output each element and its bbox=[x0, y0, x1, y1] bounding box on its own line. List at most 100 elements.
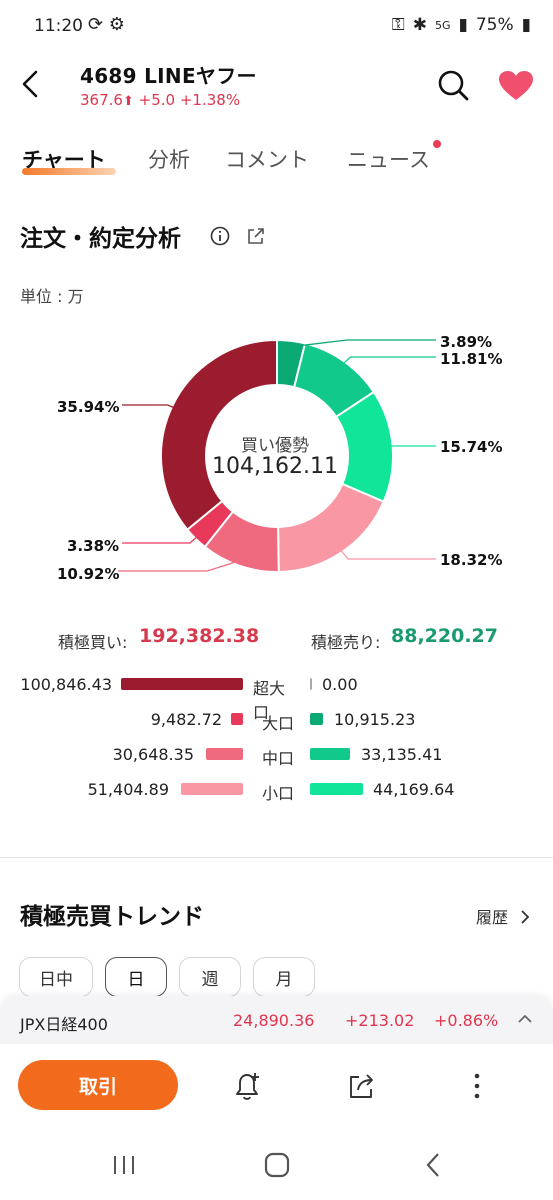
breakdown-row-large: 9,482.72 大口 10,915.23 bbox=[0, 708, 553, 733]
tab-comments[interactable]: コメント bbox=[225, 148, 309, 172]
period-intraday[interactable]: 日中 bbox=[19, 957, 93, 997]
network-label: 5G bbox=[434, 18, 451, 32]
breakdown-sell-bar bbox=[310, 783, 363, 795]
status-time: 11:20 bbox=[34, 16, 83, 36]
period-week[interactable]: 週 bbox=[179, 957, 241, 997]
breakdown-buy-value: 30,648.35 bbox=[112, 745, 194, 764]
key-icon: ⚿ bbox=[391, 15, 405, 35]
unit-label: 単位 : 万 bbox=[20, 287, 84, 306]
nav-back-icon[interactable] bbox=[424, 1152, 442, 1178]
donut-leader-line bbox=[118, 559, 242, 572]
trade-button[interactable]: 取引 bbox=[18, 1060, 178, 1110]
stock-header: 4689 LINEヤフー 367.6⬆ +5.0 +1.38% bbox=[0, 54, 553, 122]
breakdown-sell-bar bbox=[310, 713, 323, 725]
pct-label-buy-large: 3.38% bbox=[67, 537, 120, 555]
pct-label-sell-small: 15.74% bbox=[440, 438, 503, 456]
breakdown-row-small: 51,404.89 小口 44,169.64 bbox=[0, 778, 553, 803]
search-icon[interactable] bbox=[436, 68, 470, 102]
section-title-trend: 積極売買トレンド bbox=[20, 904, 204, 930]
status-right-icons: ⚿ ✱ 5G ▮ 75% ▮ bbox=[392, 15, 531, 35]
breakdown-sell-bar bbox=[310, 678, 312, 690]
index-ticker-bar[interactable]: JPX日経400 24,890.36 +213.02 +0.86% bbox=[0, 996, 553, 1044]
total-sell-value: 88,220.27 bbox=[391, 625, 498, 647]
recent-apps-icon[interactable] bbox=[110, 1154, 138, 1176]
donut-leader-line bbox=[122, 533, 201, 544]
donut-leader-line bbox=[337, 546, 436, 560]
status-bar: 11:20 ⟳ ⚙ ⚿ ✱ 5G ▮ 75% ▮ bbox=[0, 0, 553, 54]
pct-label-buy-small: 18.32% bbox=[440, 551, 503, 569]
breakdown-buy-bar bbox=[121, 678, 243, 690]
breakdown-row-xlarge: 100,846.43 超大口 0.00 bbox=[0, 673, 553, 722]
breakdown-sell-value: 10,915.23 bbox=[334, 710, 416, 729]
breakdown-category: 超大口 bbox=[253, 679, 286, 722]
signal-icon: ▮ bbox=[458, 15, 468, 35]
back-arrow-icon[interactable] bbox=[16, 66, 46, 102]
bluetooth-icon: ✱ bbox=[412, 15, 427, 35]
info-icon[interactable] bbox=[210, 226, 230, 246]
total-buy-label: 積極買い: bbox=[58, 633, 128, 652]
tab-analysis[interactable]: 分析 bbox=[148, 148, 190, 172]
history-label: 履歴 bbox=[476, 908, 509, 927]
pct-label-buy-medium: 10.92% bbox=[57, 565, 120, 583]
chevron-right-icon bbox=[521, 910, 530, 924]
battery-icon: ▮ bbox=[521, 15, 531, 35]
heart-icon[interactable] bbox=[498, 70, 534, 102]
tab-news[interactable]: ニュース bbox=[347, 148, 430, 172]
chevron-up-icon[interactable] bbox=[515, 1010, 535, 1028]
period-month[interactable]: 月 bbox=[253, 957, 315, 997]
donut-center-value: 104,162.11 bbox=[212, 454, 338, 479]
section-divider bbox=[0, 857, 553, 858]
breakdown-buy-bar bbox=[181, 783, 243, 795]
active-tab-indicator bbox=[22, 168, 116, 175]
section-title-order-analysis: 注文・約定分析 bbox=[20, 226, 181, 252]
share-icon[interactable] bbox=[346, 1070, 378, 1102]
breakdown-sell-value: 44,169.64 bbox=[373, 780, 455, 799]
battery-percent: 75% bbox=[475, 15, 514, 35]
status-notification-icons: ⟳ ⚙ bbox=[88, 14, 125, 35]
stock-price-line: 367.6⬆ +5.0 +1.38% bbox=[80, 91, 240, 109]
more-icon[interactable] bbox=[466, 1070, 488, 1102]
news-unread-dot bbox=[433, 140, 441, 148]
tab-bar: チャート 分析 コメント ニュース bbox=[0, 130, 553, 190]
system-nav-bar bbox=[0, 1130, 553, 1200]
donut-slice bbox=[160, 338, 278, 532]
pct-label-sell-large: 3.89% bbox=[440, 333, 493, 351]
donut-hole bbox=[207, 386, 347, 526]
breakdown-buy-value: 100,846.43 bbox=[20, 675, 112, 694]
bottom-action-bar: 取引 bbox=[0, 1044, 553, 1130]
breakdown-row-medium: 30,648.35 中口 33,135.41 bbox=[0, 743, 553, 768]
bell-plus-icon[interactable] bbox=[232, 1070, 262, 1102]
ticker-change-pct: +0.86% bbox=[434, 1011, 499, 1030]
breakdown-category: 小口 bbox=[262, 784, 295, 803]
total-buy-value: 192,382.38 bbox=[139, 625, 260, 647]
pct-label-buy-xlarge: 35.94% bbox=[57, 398, 120, 416]
home-icon[interactable] bbox=[264, 1152, 290, 1178]
breakdown-category: 大口 bbox=[262, 714, 295, 733]
breakdown-buy-bar bbox=[206, 748, 243, 760]
breakdown-sell-value: 33,135.41 bbox=[361, 745, 443, 764]
ticker-price: 24,890.36 bbox=[233, 1011, 315, 1030]
total-sell-label: 積極売り: bbox=[311, 633, 381, 652]
breakdown-category: 中口 bbox=[262, 749, 295, 768]
period-day[interactable]: 日 bbox=[105, 957, 167, 997]
breakdown-sell-bar bbox=[310, 748, 350, 760]
ticker-name: JPX日経400 bbox=[20, 1015, 108, 1034]
stock-change-pct: +1.38% bbox=[179, 91, 241, 109]
up-arrow-icon: ⬆ bbox=[122, 94, 134, 109]
breakdown-buy-bar bbox=[231, 713, 243, 725]
breakdown-sell-value: 0.00 bbox=[322, 675, 358, 694]
stock-change: +5.0 bbox=[138, 91, 176, 109]
history-link[interactable]: 履歴 bbox=[476, 904, 531, 928]
share-icon[interactable] bbox=[246, 226, 266, 246]
donut-leader-line bbox=[340, 356, 436, 367]
donut-center-label: 買い優勢 bbox=[241, 436, 309, 456]
breakdown-buy-value: 9,482.72 bbox=[150, 710, 222, 729]
stock-price: 367.6 bbox=[80, 91, 123, 109]
ticker-change: +213.02 bbox=[345, 1011, 415, 1030]
breakdown-buy-value: 51,404.89 bbox=[87, 780, 169, 799]
totals-row: 積極買い: 192,382.38 積極売り: 88,220.27 bbox=[0, 624, 553, 654]
stock-title: 4689 LINEヤフー bbox=[80, 64, 257, 88]
pct-label-sell-medium: 11.81% bbox=[440, 350, 503, 368]
order-donut-chart bbox=[118, 338, 436, 574]
donut-leader-line bbox=[122, 404, 178, 410]
